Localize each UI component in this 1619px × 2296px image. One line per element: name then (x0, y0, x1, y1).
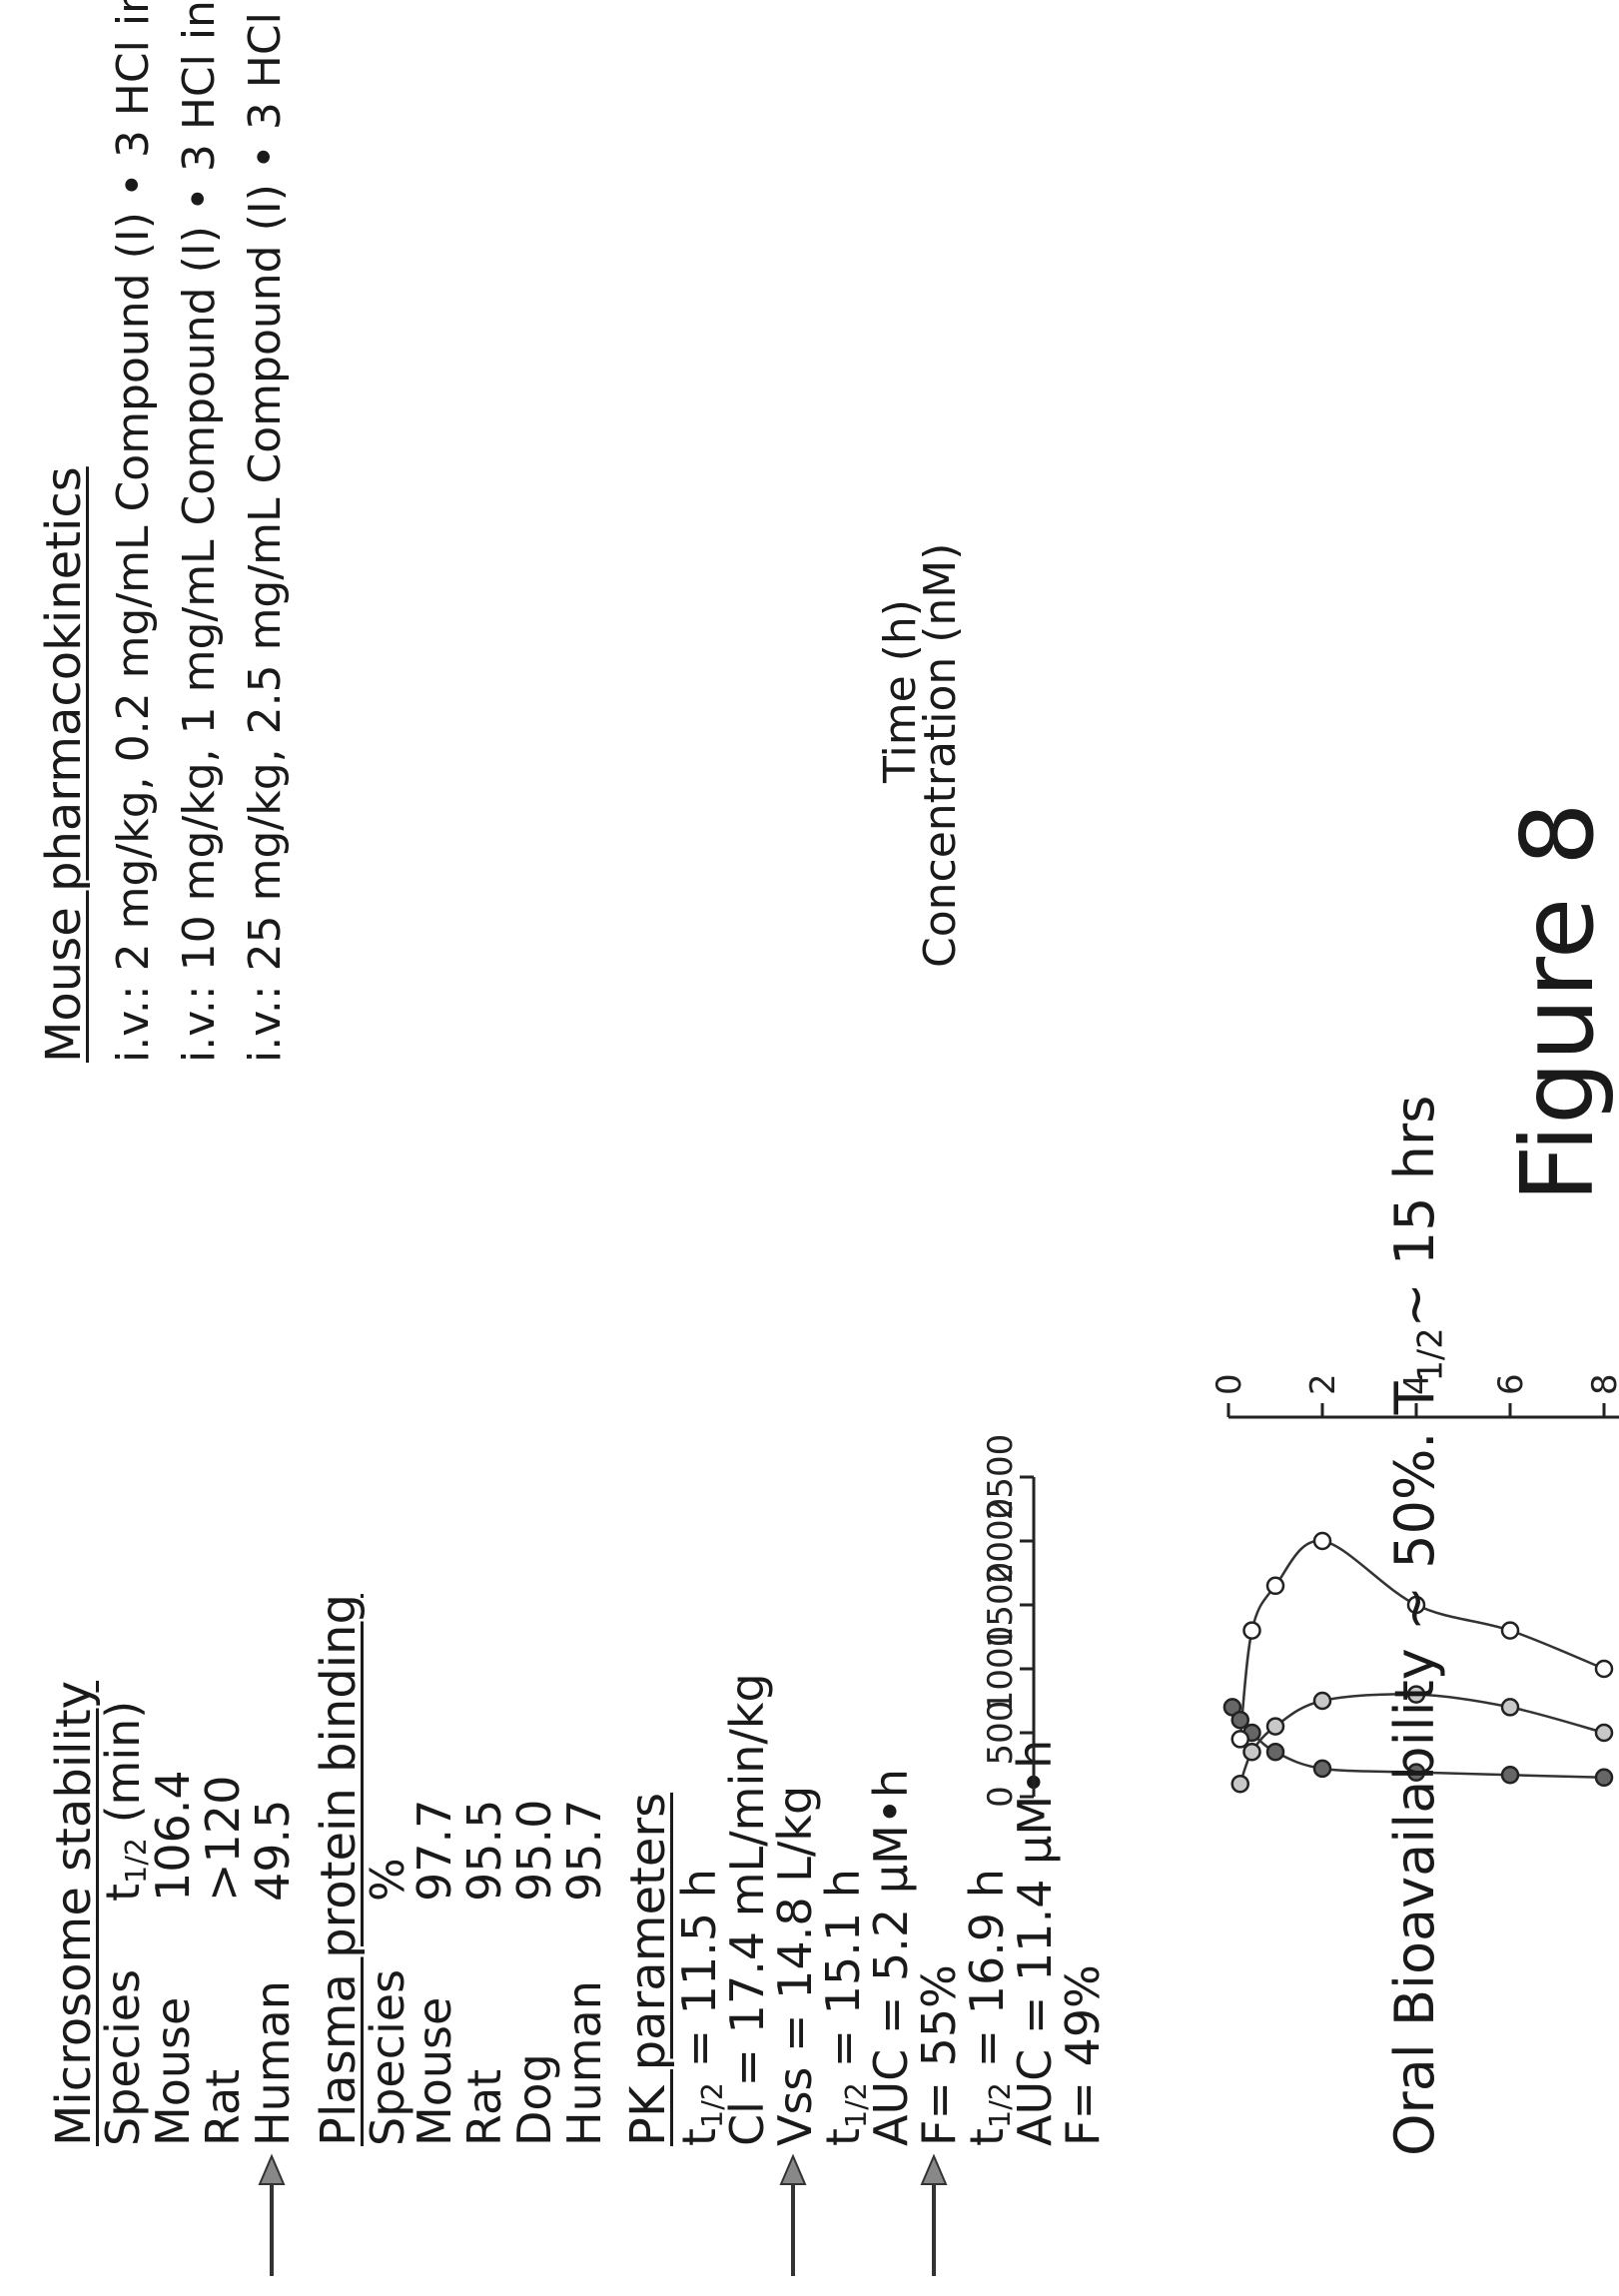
data-point (1594, 1659, 1614, 1679)
data-point (1594, 1768, 1614, 1788)
data-point (1500, 1698, 1520, 1717)
x-axis-label: Time (h) (875, 599, 926, 783)
data-point (1406, 1685, 1426, 1704)
concentration-tick-label: 0 (981, 1786, 1021, 1808)
figure-label: Figure 8 (1499, 802, 1616, 1202)
data-point (1265, 1742, 1285, 1762)
arrow-icon (258, 2153, 286, 2276)
data-point (1312, 1691, 1332, 1711)
data-point (1242, 1621, 1261, 1640)
data-point (1500, 1621, 1520, 1640)
oral-bioavailability: Oral Bioavailability ~ 50%. T1/2~ 15 hrs (1383, 1095, 1450, 2156)
concentration-tick-label: 2500 (981, 1434, 1021, 1521)
data-point (1265, 1576, 1285, 1596)
time-tick-label: 4 (1397, 1373, 1437, 1395)
arrow-icon (920, 2153, 948, 2276)
time-tick-label: 8 (1585, 1373, 1619, 1395)
data-point (1230, 1730, 1249, 1749)
concentration-tick-label: 500 (981, 1701, 1021, 1766)
data-point (1230, 1710, 1249, 1730)
data-point (1406, 1595, 1426, 1615)
time-tick-label: 2 (1303, 1373, 1343, 1395)
data-point (1265, 1717, 1285, 1736)
data-point (1406, 1763, 1426, 1782)
data-point (1594, 1723, 1614, 1743)
concentration-tick-label: 1500 (981, 1562, 1021, 1649)
arrow-icons (258, 2153, 948, 2276)
arrow-icon (779, 2153, 807, 2276)
concentration-tick-label: 1000 (981, 1626, 1021, 1713)
concentration-tick-label: 2000 (981, 1498, 1021, 1585)
data-point (1312, 1531, 1332, 1551)
time-tick-label: 6 (1491, 1373, 1531, 1395)
data-point (1242, 1742, 1261, 1762)
data-point (1230, 1774, 1249, 1794)
data-point (1500, 1765, 1520, 1785)
data-point (1312, 1759, 1332, 1779)
time-tick-label: 0 (1210, 1373, 1249, 1395)
